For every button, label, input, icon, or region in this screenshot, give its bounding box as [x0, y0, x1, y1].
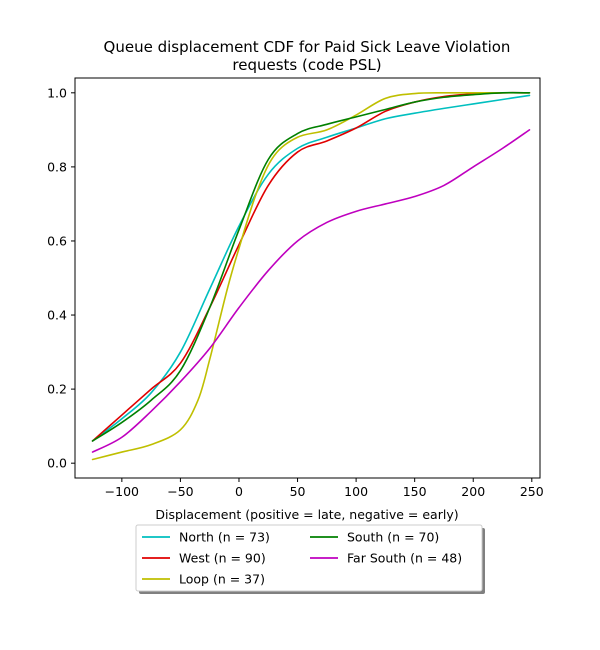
x-tick-label: 50 [290, 484, 306, 499]
y-tick-label: 0.8 [47, 159, 67, 174]
plot-frame [74, 77, 541, 479]
y-tick-label: 0.4 [47, 308, 67, 323]
legend-items: North (n = 73) West (n = 90) Loop (n = 37)… [142, 530, 462, 587]
legend-label: North (n = 73) [179, 530, 270, 545]
series-line-3 [91, 91, 531, 442]
x-tick-label: 100 [344, 484, 368, 499]
legend-label: Loop (n = 37) [179, 572, 265, 587]
x-tick-label: 0 [235, 484, 243, 499]
plot-area [74, 77, 541, 479]
series-line-0 [91, 94, 531, 442]
series-layer [91, 91, 531, 461]
y-axis-ticks: 0.0 0.2 0.4 0.6 0.8 1.0 [47, 85, 75, 471]
y-tick-label: 0.6 [47, 233, 67, 248]
series-line-4 [91, 129, 531, 453]
chart-title-line2: requests (code PSL) [232, 56, 381, 74]
chart-title-line1: Queue displacement CDF for Paid Sick Lea… [104, 38, 511, 56]
legend-label: West (n = 90) [179, 551, 266, 566]
x-axis-label: Displacement (positive = late, negative … [155, 507, 458, 522]
series-line-2 [91, 91, 531, 461]
legend: North (n = 73) West (n = 90) Loop (n = 37)… [135, 524, 485, 594]
series-line-1 [91, 91, 531, 442]
y-tick-label: 0.0 [47, 456, 67, 471]
x-axis-ticks: −100 −50 0 50 100 150 200 250 [105, 478, 544, 499]
legend-box [135, 524, 483, 592]
legend-label: Far South (n = 48) [347, 551, 462, 566]
y-tick-label: 1.0 [47, 85, 67, 100]
x-tick-label: 250 [520, 484, 544, 499]
x-tick-label: −100 [105, 484, 139, 499]
x-tick-label: 200 [461, 484, 485, 499]
y-tick-label: 0.2 [47, 382, 67, 397]
legend-label: South (n = 70) [347, 530, 439, 545]
x-tick-label: −50 [167, 484, 193, 499]
x-tick-label: 150 [403, 484, 427, 499]
